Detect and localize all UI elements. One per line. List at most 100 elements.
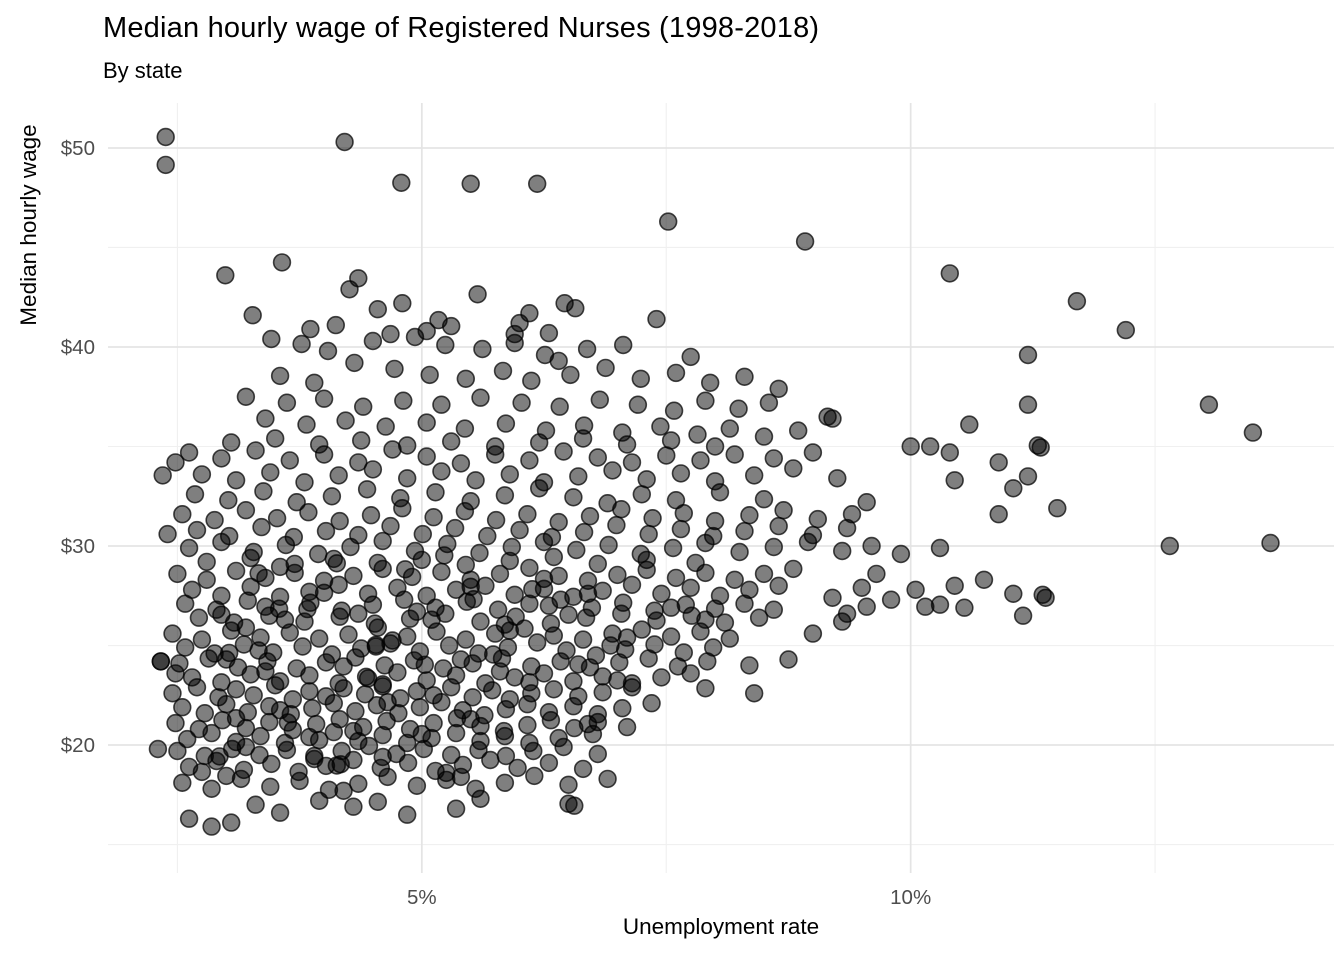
data-point: [740, 506, 759, 525]
data-point: [243, 306, 262, 325]
data-point: [212, 449, 231, 468]
data-point: [363, 460, 383, 479]
data-point: [272, 253, 292, 272]
data-point: [368, 618, 387, 637]
data-point: [632, 620, 651, 639]
data-point: [297, 415, 316, 434]
data-point: [280, 451, 299, 470]
data-point: [378, 767, 397, 787]
data-point: [393, 499, 412, 518]
data-point: [373, 559, 392, 579]
data-point: [446, 799, 466, 818]
data-point: [867, 564, 886, 584]
data-point: [368, 792, 387, 811]
data-point: [779, 650, 798, 669]
data-point: [490, 564, 510, 584]
data-point: [832, 612, 852, 631]
data-point: [490, 662, 510, 681]
data-point: [277, 393, 297, 412]
data-point: [705, 437, 725, 456]
data-point: [451, 650, 471, 669]
data-point: [197, 552, 216, 572]
data-point: [671, 519, 691, 539]
data-point: [461, 174, 480, 194]
data-point: [661, 627, 681, 646]
data-point: [410, 697, 430, 717]
data-point: [658, 212, 678, 231]
data-point: [593, 581, 612, 600]
data-point: [639, 649, 658, 668]
data-point: [569, 655, 588, 674]
data-point: [205, 510, 224, 530]
data-point: [681, 347, 700, 367]
data-point: [955, 598, 974, 617]
data-point: [280, 623, 299, 642]
data-point: [989, 453, 1008, 472]
data-point: [299, 503, 318, 522]
data-point: [381, 516, 400, 536]
data-point: [525, 766, 544, 786]
data-point: [696, 679, 715, 698]
data-point: [495, 486, 515, 505]
data-point: [554, 442, 573, 461]
data-point: [168, 741, 187, 761]
data-point: [197, 570, 216, 589]
data-point: [522, 371, 541, 390]
data-point: [236, 618, 256, 637]
data-point: [590, 390, 609, 409]
data-point: [179, 809, 199, 828]
data-point: [330, 607, 349, 626]
data-point: [518, 694, 537, 714]
data-point: [612, 604, 631, 623]
data-point: [376, 417, 395, 436]
data-point: [398, 805, 417, 824]
data-point: [236, 737, 256, 757]
data-point: [334, 781, 353, 800]
data-point: [930, 595, 950, 614]
data-point: [599, 535, 618, 555]
data-point: [292, 334, 311, 354]
data-point: [622, 678, 642, 697]
data-point: [451, 454, 471, 473]
data-point: [442, 678, 461, 697]
chart-subtitle: By state: [103, 58, 183, 83]
data-point: [163, 684, 182, 703]
data-point: [608, 671, 627, 690]
data-point: [309, 544, 328, 564]
data-point: [559, 775, 578, 794]
data-point: [222, 433, 241, 452]
data-point: [1018, 395, 1038, 414]
data-point: [471, 612, 490, 631]
data-point: [613, 698, 632, 718]
data-point: [156, 127, 175, 147]
data-point: [930, 538, 950, 558]
data-point: [550, 397, 569, 416]
data-point: [398, 753, 418, 773]
data-point: [788, 421, 808, 440]
data-point: [674, 504, 693, 523]
data-point: [740, 656, 759, 675]
data-point: [945, 576, 964, 595]
data-point: [691, 622, 710, 641]
data-point: [254, 482, 273, 501]
data-point: [413, 524, 432, 544]
data-point: [349, 774, 368, 793]
data-point: [749, 608, 769, 627]
data-point: [1199, 395, 1219, 414]
data-point: [260, 606, 279, 625]
data-point: [414, 739, 433, 759]
data-point: [373, 531, 392, 551]
data-point: [187, 678, 207, 697]
data-point: [837, 518, 857, 538]
data-point: [744, 466, 764, 485]
data-point: [696, 533, 715, 553]
data-point: [212, 605, 231, 624]
data-point: [329, 575, 348, 594]
data-point: [500, 465, 519, 484]
data-point: [613, 335, 633, 355]
data-point: [249, 564, 268, 583]
data-point: [270, 557, 290, 577]
data-point: [505, 333, 524, 353]
data-point: [314, 583, 334, 602]
data-point: [637, 560, 656, 580]
